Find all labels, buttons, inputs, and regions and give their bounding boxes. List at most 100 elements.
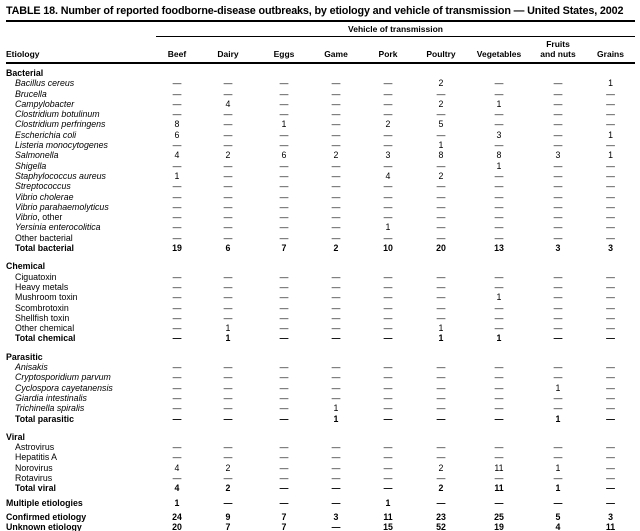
column-header-row: Etiology Beef Dairy Eggs Game Pork Poultry Veg…	[6, 36, 636, 64]
value-cell: —	[436, 109, 446, 120]
value-cell: —	[279, 333, 289, 344]
etiology-label: Other chemical	[15, 323, 75, 334]
value-cell: —	[279, 271, 289, 282]
table-row: Mushroom toxin — — — — — — 1 — —	[6, 292, 635, 302]
value-cell: —	[606, 98, 615, 109]
value-cell: —	[606, 140, 615, 151]
value-cell: 1	[555, 382, 561, 393]
value-cell: 2	[333, 150, 339, 161]
value-cell: —	[606, 372, 615, 383]
value-cell: —	[383, 413, 393, 424]
value-cell: —	[436, 302, 446, 313]
value-cell: —	[436, 281, 446, 292]
value-cell: —	[383, 191, 393, 202]
value-cell: —	[331, 140, 341, 151]
table-row: Ciguatoxin — — — — — — — — —	[6, 272, 635, 282]
value-cell: 1	[385, 222, 391, 233]
column-header-pork: Pork	[362, 36, 414, 64]
value-cell: —	[383, 403, 393, 414]
table-row: Rotavirus — — — — — — — — —	[6, 473, 635, 483]
etiology-label: Astrovirus	[15, 442, 55, 453]
value-cell: —	[223, 109, 233, 120]
value-cell: 11	[605, 522, 616, 531]
value-cell: —	[553, 271, 563, 282]
value-cell: —	[279, 160, 289, 171]
value-cell: —	[383, 281, 393, 292]
value-cell: —	[331, 191, 341, 202]
value-cell: 19	[172, 243, 182, 254]
spanner-spacer	[6, 22, 156, 37]
value-cell: —	[331, 98, 341, 109]
etiology-label: Vibrio cholerae	[15, 191, 74, 202]
value-cell: —	[553, 191, 563, 202]
vehicle-of-transmission-spanner: Vehicle of transmission	[156, 22, 636, 37]
table-row: Total parasitic — — — 1 — — — 1 —	[6, 414, 635, 424]
value-cell: 1	[438, 333, 444, 344]
value-cell: —	[553, 232, 563, 243]
value-cell: —	[223, 472, 233, 483]
etiology-label: Total viral	[15, 483, 56, 494]
value-cell: —	[494, 382, 504, 393]
value-cell: —	[172, 88, 182, 99]
value-cell: —	[223, 372, 233, 383]
etiology-label: Norovirus	[15, 462, 53, 473]
value-cell: —	[223, 222, 233, 233]
value-cell: —	[494, 281, 504, 292]
value-cell: —	[553, 129, 563, 140]
value-cell: —	[494, 78, 504, 89]
value-cell: —	[494, 212, 504, 223]
table-row: Shigella — — — — — — 1 — —	[6, 161, 635, 171]
table-row: Unknown etiology 20 7 7 — 15 52 19 4 11	[6, 522, 635, 531]
table-row: Confirmed etiology 24 9 7 3 11 23 25 5 3	[6, 512, 635, 522]
value-cell: —	[331, 201, 341, 212]
table-row: Bacillus cereus — — — — — 2 — — 1	[6, 78, 635, 88]
table-row: Trichinella spiralis — — — 1 — — — — —	[6, 403, 635, 413]
value-cell: —	[494, 413, 504, 424]
value-cell: —	[331, 271, 341, 282]
etiology-label: Giardia intestinalis	[15, 392, 87, 403]
value-cell: 20	[172, 522, 182, 531]
value-cell: —	[494, 452, 504, 463]
value-cell: —	[494, 88, 504, 99]
value-cell: —	[279, 281, 289, 292]
value-cell: —	[331, 292, 341, 303]
value-cell: —	[172, 403, 182, 414]
value-cell: —	[172, 382, 182, 393]
table-row: Total chemical — 1 — — — 1 1 — —	[6, 333, 635, 343]
value-cell: —	[383, 472, 393, 483]
value-cell: 11	[494, 462, 504, 473]
table-row: Anisakis — — — — — — — — —	[6, 362, 635, 372]
value-cell: —	[172, 191, 182, 202]
value-cell: —	[553, 170, 563, 181]
table-row: Listeria monocytogenes — — — — — 1 — — —	[6, 140, 635, 150]
etiology-label: Clostridium botulinum	[15, 109, 100, 120]
value-cell: —	[436, 212, 446, 223]
value-cell: —	[172, 271, 182, 282]
value-cell: 1	[555, 462, 561, 473]
value-cell: —	[436, 403, 446, 414]
section-header-label: Viral	[6, 431, 25, 442]
value-cell: —	[383, 323, 393, 334]
etiology-label: Bacillus cereus	[15, 78, 75, 89]
value-cell: —	[606, 160, 615, 171]
value-cell: —	[279, 181, 289, 192]
value-cell: —	[494, 201, 504, 212]
value-cell: 1	[333, 413, 339, 424]
value-cell: —	[436, 191, 446, 202]
value-cell: —	[223, 78, 233, 89]
table-row: Staphylococcus aureus 1 — — — 4 2 — — —	[6, 171, 635, 181]
value-cell: —	[331, 170, 341, 181]
table-title: TABLE 18. Number of reported foodborne-d…	[6, 4, 635, 22]
column-header-grains: Grains	[586, 36, 636, 64]
value-cell: —	[606, 181, 615, 192]
value-cell: —	[494, 392, 504, 403]
value-cell: —	[606, 333, 615, 344]
value-cell: —	[606, 472, 615, 483]
value-cell: —	[223, 403, 233, 414]
value-cell: —	[331, 392, 341, 403]
value-cell: —	[331, 323, 341, 334]
outbreaks-by-etiology-table: Vehicle of transmission Etiology Beef Dai…	[6, 22, 636, 531]
value-cell: 2	[438, 78, 444, 89]
value-cell: 1	[496, 98, 502, 109]
value-cell: —	[553, 323, 563, 334]
